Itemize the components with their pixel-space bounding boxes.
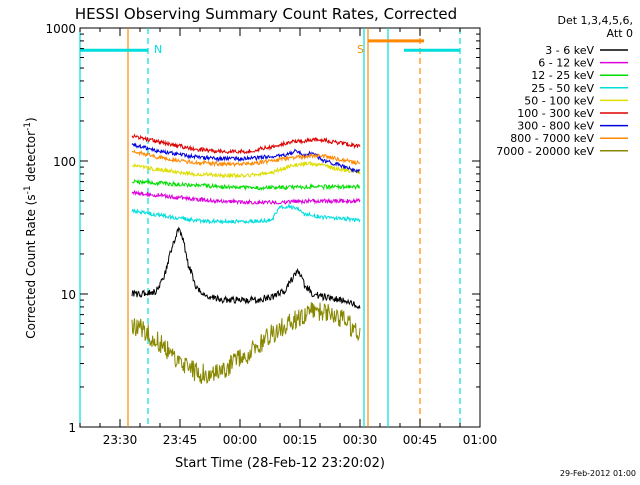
annotation-label: S xyxy=(357,43,364,56)
series-line xyxy=(131,149,361,168)
legend-label: 3 - 6 keV xyxy=(545,44,594,57)
y-tick-label: 100 xyxy=(53,155,76,169)
legend-label: 12 - 25 keV xyxy=(531,69,594,82)
series-line xyxy=(131,203,361,225)
x-axis-label: Start Time (28-Feb-12 23:20:02) xyxy=(175,456,385,471)
series-line xyxy=(131,226,361,310)
legend-label: 50 - 100 keV xyxy=(524,94,594,107)
y-axis-label-end: ) xyxy=(24,117,38,122)
x-tick-label: 00:00 xyxy=(223,433,258,447)
footer-timestamp: 29-Feb-2012 01:00 xyxy=(560,469,636,478)
x-tick-label: 23:45 xyxy=(163,433,198,447)
x-tick-label: 01:00 xyxy=(463,433,498,447)
x-tick-label: 23:30 xyxy=(103,433,138,447)
legend-label: 25 - 50 keV xyxy=(531,82,594,95)
series-line xyxy=(131,189,361,206)
y-axis-label-main: Corrected Count Rate (s xyxy=(24,194,38,338)
chart-title: HESSI Observing Summary Count Rates, Cor… xyxy=(75,5,457,23)
legend-label: 300 - 800 keV xyxy=(517,120,594,133)
y-axis-label-mid: detector xyxy=(24,131,38,186)
series-line xyxy=(131,302,361,385)
series-line xyxy=(131,133,361,155)
y-tick-label: 1000 xyxy=(45,22,76,36)
annotation-label: N xyxy=(154,43,162,56)
legend-header-line2: Att 0 xyxy=(607,27,633,40)
x-tick-label: 00:30 xyxy=(343,433,378,447)
series-line xyxy=(131,160,361,179)
y-tick-label: 10 xyxy=(61,288,76,302)
y-tick-label: 1 xyxy=(68,421,76,435)
series-line xyxy=(131,142,361,174)
x-tick-label: 00:15 xyxy=(283,433,318,447)
y-axis-label-sup2: -1 xyxy=(23,122,33,131)
y-axis-label: Corrected Count Rate (s-1 detector-1) xyxy=(23,117,38,338)
legend-label: 7000 - 20000 keV xyxy=(496,145,594,158)
legend-label: 800 - 7000 keV xyxy=(510,132,594,145)
series-line xyxy=(131,178,361,191)
legend-header-line1: Det 1,3,4,5,6, xyxy=(557,14,633,27)
legend-label: 100 - 300 keV xyxy=(517,107,594,120)
x-tick-label: 00:45 xyxy=(403,433,438,447)
y-axis-label-sup1: -1 xyxy=(23,185,33,194)
legend-label: 6 - 12 keV xyxy=(538,57,594,70)
